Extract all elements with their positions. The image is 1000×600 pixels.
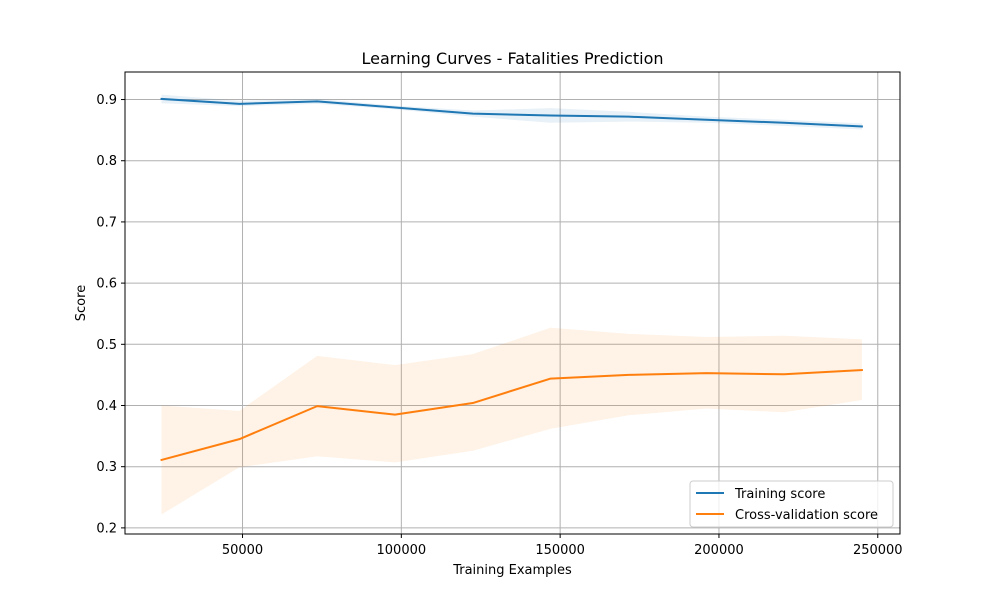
y-tick-label: 0.2: [96, 521, 117, 536]
grid-lines: [125, 72, 900, 534]
x-tick-label: 250000: [853, 543, 903, 558]
x-tick-label: 150000: [535, 543, 585, 558]
legend-label-cross-validation-score: Cross-validation score: [735, 508, 878, 523]
y-tick-label: 0.3: [96, 460, 117, 475]
y-tick-label: 0.7: [96, 215, 117, 230]
legend-box: [689, 480, 894, 528]
y-tick-label: 0.6: [96, 277, 117, 292]
x-axis-title: Training Examples: [452, 563, 572, 578]
x-tick-label: 50000: [222, 543, 263, 558]
chart-title: Learning Curves - Fatalities Prediction: [361, 49, 663, 68]
x-tick-label: 100000: [377, 543, 427, 558]
series-line-cross-validation-score: [160, 368, 863, 462]
y-tick-label: 0.4: [96, 399, 117, 414]
series-line-training-score: [160, 97, 863, 128]
y-tick-label: 0.5: [96, 338, 117, 353]
series-lines: [160, 97, 863, 462]
y-tick-label: 0.9: [96, 93, 117, 108]
axis-ticks: 50000 100000 150000 200000 250000 0.2 0.3 0.4 0.…: [96, 93, 902, 558]
y-tick-label: 0.8: [96, 154, 117, 169]
plot-frame: [124, 71, 901, 535]
x-tick-label: 200000: [694, 543, 744, 558]
y-axis-title: Score: [74, 285, 89, 321]
legend-label-training-score: Training score: [734, 487, 825, 502]
legend: Training score Cross-validation score: [689, 480, 894, 528]
